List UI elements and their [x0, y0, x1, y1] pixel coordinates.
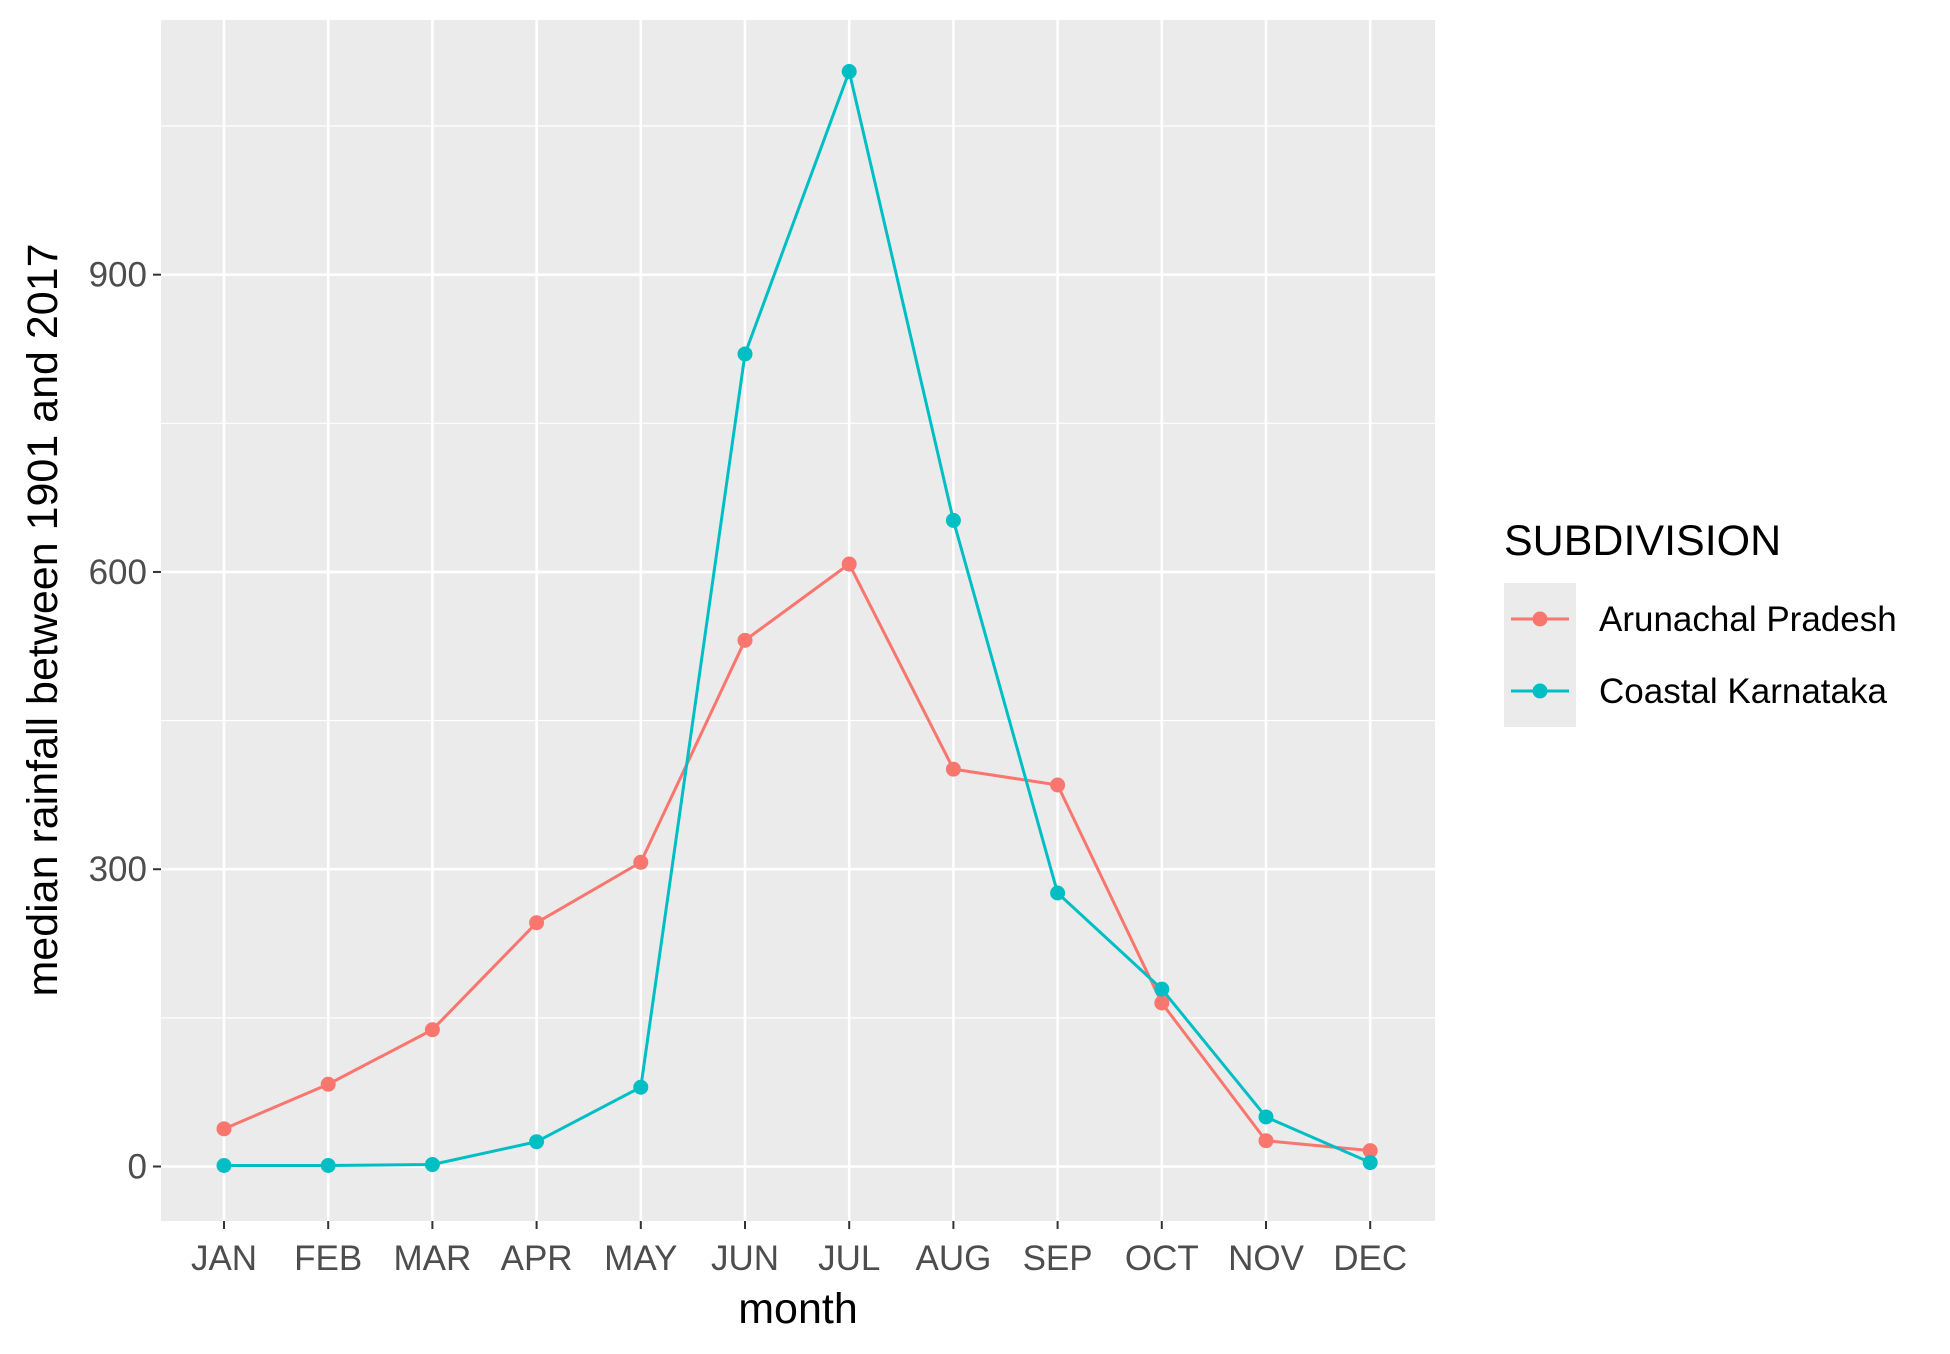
x-tick-label: NOV	[1228, 1239, 1305, 1278]
data-point	[945, 761, 961, 777]
x-tick-label: APR	[501, 1239, 573, 1278]
legend-label: Arunachal Pradesh	[1599, 600, 1897, 639]
data-point	[529, 1134, 545, 1150]
y-axis-ticks: 0 300 600 900	[89, 256, 161, 1186]
legend: SUBDIVISION Arunachal Pradesh Coastal Kar…	[1504, 517, 1897, 727]
x-axis-title: month	[738, 1285, 858, 1333]
data-point	[216, 1121, 232, 1137]
data-point	[1258, 1109, 1274, 1125]
legend-key-point	[1532, 611, 1548, 627]
x-tick-label: AUG	[915, 1239, 991, 1278]
data-point	[320, 1076, 336, 1092]
x-tick-label: FEB	[294, 1239, 362, 1278]
y-tick-label: 600	[89, 553, 147, 592]
data-point	[841, 556, 857, 572]
series-points	[216, 64, 1378, 1174]
y-tick-label: 0	[128, 1147, 147, 1186]
y-tick-label: 900	[89, 256, 147, 295]
legend-label: Coastal Karnataka	[1599, 672, 1887, 711]
data-point	[424, 1157, 440, 1173]
major-gridlines	[161, 20, 1435, 1221]
plot-panel	[161, 20, 1435, 1221]
data-point	[1050, 885, 1066, 901]
data-point	[1154, 981, 1170, 997]
data-point	[1050, 777, 1066, 793]
x-tick-label: JAN	[191, 1239, 257, 1278]
data-point	[1362, 1143, 1378, 1159]
minor-gridlines	[161, 125, 1435, 1019]
data-point	[633, 1079, 649, 1095]
data-point	[320, 1158, 336, 1174]
legend-key-background	[1504, 583, 1576, 727]
legend-key-point	[1532, 683, 1548, 699]
legend-items: Arunachal Pradesh Coastal Karnataka	[1511, 600, 1897, 711]
data-point	[841, 64, 857, 80]
data-point	[1362, 1155, 1378, 1171]
x-tick-label: MAR	[394, 1239, 472, 1278]
data-point	[633, 854, 649, 870]
series-line	[223, 562, 1371, 1153]
x-axis-ticks: JAN FEB MAR APR MAY JUN JUL AUG SEP OCT NOV DEC	[191, 1221, 1407, 1278]
y-tick-label: 300	[89, 850, 147, 889]
series-lines	[223, 70, 1371, 1168]
x-tick-label: OCT	[1125, 1239, 1199, 1278]
x-tick-label: SEP	[1023, 1239, 1093, 1278]
data-point	[737, 346, 753, 362]
x-tick-label: JUN	[711, 1239, 779, 1278]
data-point	[529, 915, 545, 931]
legend-title: SUBDIVISION	[1504, 517, 1781, 565]
x-tick-label: DEC	[1333, 1239, 1407, 1278]
x-tick-label: MAY	[604, 1239, 677, 1278]
data-point	[216, 1158, 232, 1174]
data-point	[945, 512, 961, 528]
data-point	[424, 1022, 440, 1038]
data-point	[737, 632, 753, 648]
data-point	[1154, 995, 1170, 1011]
series-line	[224, 70, 1371, 1168]
y-axis-title: median rainfall between 1901 and 2017	[19, 243, 67, 996]
data-point	[1258, 1133, 1274, 1149]
x-tick-label: JUL	[818, 1239, 880, 1278]
